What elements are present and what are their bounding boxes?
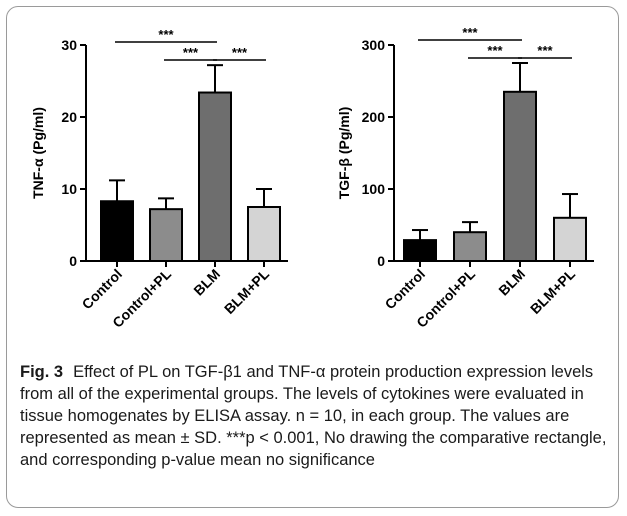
y-tick-label: 0	[69, 253, 77, 269]
x-tick-label: BLM+PL	[221, 265, 273, 317]
y-tick-label: 200	[362, 109, 386, 125]
significance-label: ***	[183, 45, 199, 60]
significance-label: ***	[232, 45, 248, 60]
x-tick-label: BLM	[190, 266, 223, 299]
significance-label: ***	[487, 43, 503, 58]
significance-label: ***	[158, 27, 174, 42]
bar-control	[403, 239, 437, 262]
y-tick-label: 30	[61, 37, 77, 53]
y-tick-label: 100	[362, 181, 386, 197]
x-tick-label: BLM+PL	[527, 265, 579, 317]
significance-label: ***	[462, 25, 478, 40]
y-axis-label: TNF-α (Pg/ml)	[30, 107, 46, 199]
significance-label: ***	[537, 43, 553, 58]
y-tick-label: 300	[362, 37, 386, 53]
bar-control	[100, 200, 134, 263]
figure-label: Fig. 3	[20, 363, 64, 381]
y-axis-label: TGF-β (Pg/ml)	[336, 107, 352, 200]
y-tick-label: 0	[377, 253, 385, 269]
x-tick-label: Control	[79, 266, 126, 313]
x-tick-label: BLM	[495, 266, 528, 299]
bar-blm-pl	[247, 206, 281, 262]
bar-control-pl	[453, 231, 487, 262]
bar-blm	[198, 91, 232, 262]
x-tick-label: Control	[382, 266, 429, 313]
bar-control-pl	[149, 208, 183, 263]
bar-blm-pl	[553, 216, 587, 263]
bar-blm	[503, 90, 537, 262]
figure-caption: Fig. 3 Effect of PL on TGF-β1 and TNF-α p…	[20, 361, 612, 471]
y-tick-label: 20	[61, 109, 77, 125]
caption-text: Effect of PL on TGF-β1 and TNF-α protein…	[20, 363, 607, 469]
y-tick-label: 10	[61, 181, 77, 197]
